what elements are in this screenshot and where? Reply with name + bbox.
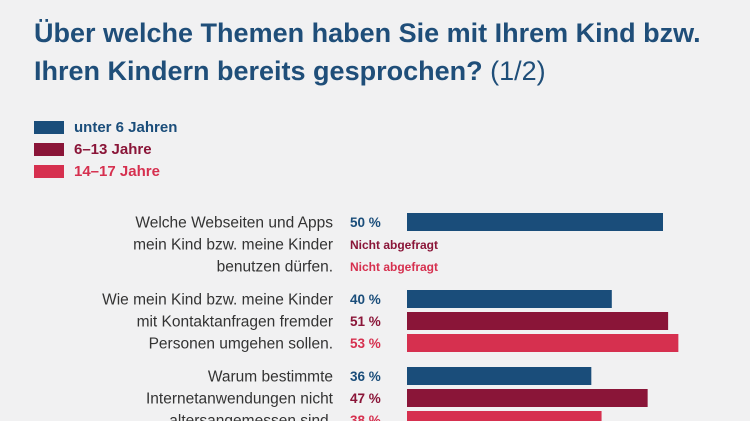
value-label-under-6: 36 % [350, 369, 381, 384]
value-label-under-6: 50 % [350, 215, 381, 230]
legend-label-6-13: 6–13 Jahre [74, 140, 152, 158]
legend-swatch-under-6 [34, 120, 64, 134]
chart-title: Über welche Themen haben Sie mit Ihrem K… [34, 14, 734, 90]
legend-item-14-17: 14–17 Jahre [34, 160, 177, 182]
category-label-line: mit Kontaktanfragen fremder [137, 314, 333, 331]
bar-6-13 [407, 312, 669, 330]
bar-6-13 [407, 389, 648, 407]
category-label-line: benutzen dürfen. [217, 259, 333, 276]
value-label-under-6: 40 % [350, 292, 381, 307]
legend-swatch-6-13 [34, 142, 64, 156]
category-label-line: mein Kind bzw. meine Kinder [133, 237, 333, 254]
category-label-line: Internetanwendungen nicht [146, 391, 334, 408]
bar-under-6 [407, 367, 592, 385]
legend-label-14-17: 14–17 Jahre [74, 162, 160, 180]
bar-14-17 [407, 411, 602, 421]
value-label-14-17: 53 % [350, 336, 381, 351]
bar-14-17 [407, 334, 679, 352]
bar-under-6 [407, 290, 612, 308]
legend-swatch-14-17 [34, 164, 64, 178]
category-label-line: Personen umgehen sollen. [149, 336, 333, 353]
not-asked-label: Nicht abgefragt [350, 238, 438, 252]
not-asked-label: Nicht abgefragt [350, 260, 438, 274]
value-label-6-13: 47 % [350, 391, 381, 406]
bar-under-6 [407, 213, 663, 231]
legend-item-under-6: unter 6 Jahren [34, 116, 177, 138]
chart-title-main: Über welche Themen haben Sie mit Ihrem K… [34, 18, 701, 86]
legend: unter 6 Jahren 6–13 Jahre 14–17 Jahre [34, 116, 177, 182]
category-label-line: Wie mein Kind bzw. meine Kinder [102, 292, 333, 309]
value-label-14-17: 38 % [350, 413, 381, 421]
category-label-line: Welche Webseiten und Apps [135, 215, 333, 232]
legend-label-under-6: unter 6 Jahren [74, 118, 178, 136]
legend-item-6-13: 6–13 Jahre [34, 138, 177, 160]
value-label-6-13: 51 % [350, 314, 381, 329]
category-label-line: altersangemessen sind. [169, 413, 333, 421]
chart-title-suffix: (1/2) [490, 56, 546, 86]
category-label-line: Warum bestimmte [208, 369, 333, 386]
